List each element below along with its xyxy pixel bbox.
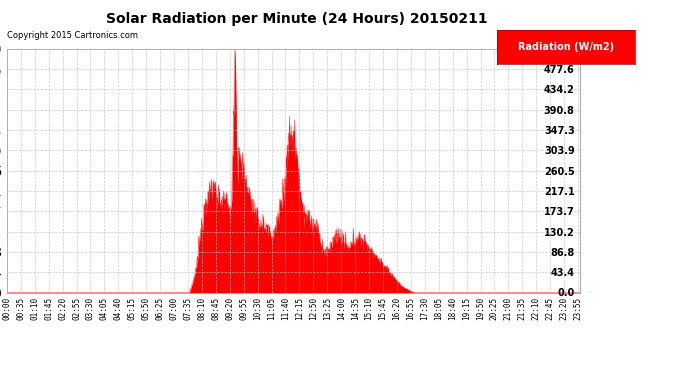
Text: Copyright 2015 Cartronics.com: Copyright 2015 Cartronics.com (7, 30, 138, 39)
Text: Radiation (W/m2): Radiation (W/m2) (518, 42, 614, 52)
Text: Solar Radiation per Minute (24 Hours) 20150211: Solar Radiation per Minute (24 Hours) 20… (106, 12, 488, 26)
